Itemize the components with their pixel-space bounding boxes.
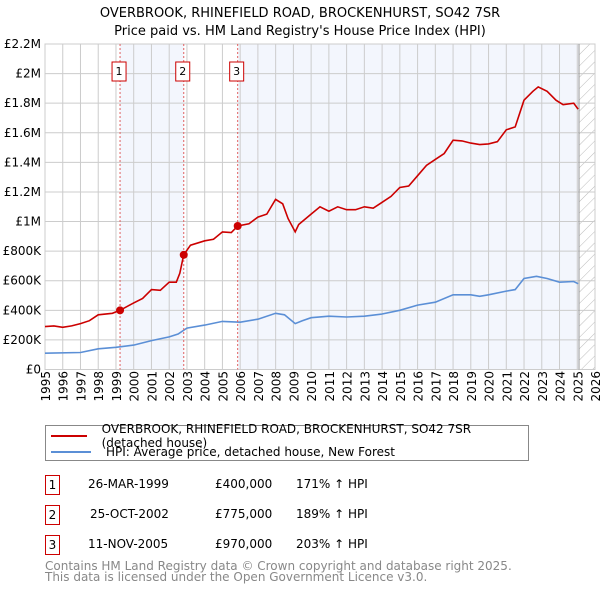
x-tick-label: 2024	[554, 371, 568, 402]
sale-hpi-diff: 203% ↑ HPI	[296, 537, 368, 551]
x-tick-label: 1996	[57, 371, 71, 402]
sale-point	[116, 306, 125, 315]
y-tick-label: £2.2M	[4, 37, 41, 51]
x-tick-label: 2019	[465, 371, 479, 402]
y-tick-label: £1.2M	[4, 185, 41, 199]
sale-label: 1	[116, 65, 123, 78]
legend-item-property: OVERBROOK, RHINEFIELD ROAD, BROCKENHURST…	[46, 422, 528, 450]
property-price-line	[44, 85, 579, 329]
sale-date: 11-NOV-2005	[88, 537, 169, 551]
future-hatch	[579, 44, 595, 370]
sale-date: 25-OCT-2002	[90, 507, 169, 521]
x-tick-label: 1998	[92, 371, 106, 402]
plot-border	[44, 43, 596, 370]
sale-price: £970,000	[215, 537, 273, 551]
x-tick-label: 2001	[145, 371, 159, 402]
chart-title: OVERBROOK, RHINEFIELD ROAD, BROCKENHURST…	[100, 6, 500, 21]
x-tick-label: 2010	[305, 371, 319, 402]
sale-number-badge: 3	[45, 535, 60, 555]
legend-label: OVERBROOK, RHINEFIELD ROAD, BROCKENHURST…	[101, 422, 472, 450]
y-tick-label: £1.6M	[4, 126, 41, 140]
x-tick-label: 1995	[39, 371, 53, 402]
x-tick-label: 2002	[163, 371, 177, 402]
x-tick-label: 2011	[323, 371, 337, 402]
x-tick-label: 2004	[199, 371, 213, 402]
sale-point	[233, 221, 242, 230]
y-tick-label: £600K	[3, 274, 43, 288]
hpi-line	[44, 275, 579, 354]
x-tick-label: 2014	[376, 371, 390, 402]
x-tick-label: 2003	[181, 371, 195, 402]
x-tick-label: 1999	[110, 371, 124, 402]
sale-label: 2	[179, 65, 186, 78]
legend-item-hpi: HPI: Average price, detached house, New …	[46, 444, 395, 460]
sale-number-badge: 1	[45, 475, 60, 495]
footer-license: This data is licensed under the Open Gov…	[45, 570, 428, 584]
sale-date: 26-MAR-1999	[88, 477, 169, 491]
y-tick-label: £1.8M	[4, 96, 41, 110]
y-tick-label: £800K	[3, 244, 43, 258]
sale-point	[179, 250, 188, 259]
y-tick-label: £2M	[15, 67, 41, 81]
x-tick-label: 2025	[571, 371, 585, 402]
x-tick-label: 2000	[128, 371, 142, 402]
x-tick-label: 2015	[394, 371, 408, 402]
y-tick-label: £1.4M	[4, 155, 41, 169]
y-tick-label: £1M	[15, 215, 41, 229]
legend-swatch-red	[51, 435, 87, 437]
x-tick-label: 2022	[518, 371, 532, 402]
x-tick-label: 2012	[341, 371, 355, 402]
y-tick-label: £200K	[3, 333, 43, 347]
footer-copyright: Contains HM Land Registry data © Crown c…	[45, 559, 512, 573]
x-tick-label: 2023	[536, 371, 550, 402]
x-tick-label: 2013	[358, 371, 372, 402]
y-tick-label: £400K	[3, 303, 43, 317]
x-tick-label: 2005	[216, 371, 230, 402]
x-tick-label: 2021	[500, 371, 514, 402]
x-tick-label: 2026	[589, 371, 600, 402]
x-tick-label: 2017	[429, 371, 443, 402]
x-tick-label: 1997	[74, 371, 88, 402]
legend-label: HPI: Average price, detached house, New …	[106, 445, 395, 459]
sale-price: £400,000	[215, 477, 273, 491]
x-tick-label: 2018	[447, 371, 461, 402]
price-chart: OVERBROOK, RHINEFIELD ROAD, BROCKENHURST…	[3, 6, 600, 402]
sale-hpi-diff: 171% ↑ HPI	[296, 477, 368, 491]
sale-label: 3	[233, 65, 240, 78]
sale-label-box	[175, 61, 191, 82]
legend: OVERBROOK, RHINEFIELD ROAD, BROCKENHURST…	[45, 422, 529, 461]
x-tick-label: 2006	[234, 371, 248, 402]
shaded-band	[237, 44, 580, 370]
x-tick-label: 2008	[270, 371, 284, 402]
sale-hpi-diff: 189% ↑ HPI	[296, 507, 368, 521]
x-tick-label: 2020	[483, 371, 497, 402]
sale-label-box	[229, 61, 245, 82]
chart-subtitle: Price paid vs. HM Land Registry's House …	[114, 24, 486, 39]
x-tick-label: 2007	[252, 371, 266, 402]
y-tick-label: £0	[26, 363, 41, 377]
x-tick-label: 2009	[287, 371, 301, 402]
sale-price: £775,000	[215, 507, 273, 521]
sale-number-badge: 2	[45, 505, 60, 525]
legend-swatch-blue	[51, 451, 91, 453]
sale-label-box	[111, 61, 127, 82]
x-tick-label: 2016	[412, 371, 426, 402]
